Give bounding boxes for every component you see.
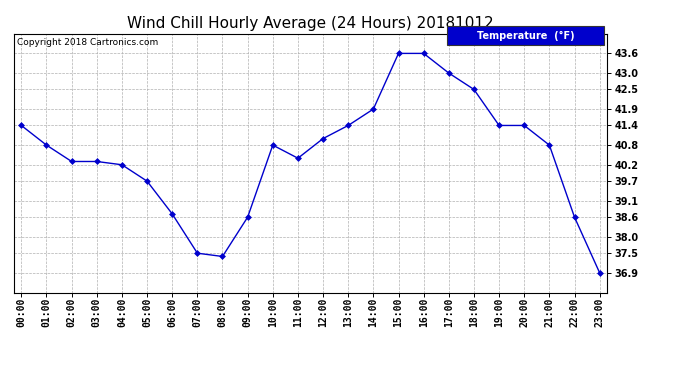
Bar [447,26,604,45]
Title: Wind Chill Hourly Average (24 Hours) 20181012: Wind Chill Hourly Average (24 Hours) 201… [127,16,494,31]
Text: Temperature  (°F): Temperature (°F) [477,31,574,41]
Text: Copyright 2018 Cartronics.com: Copyright 2018 Cartronics.com [17,38,158,46]
